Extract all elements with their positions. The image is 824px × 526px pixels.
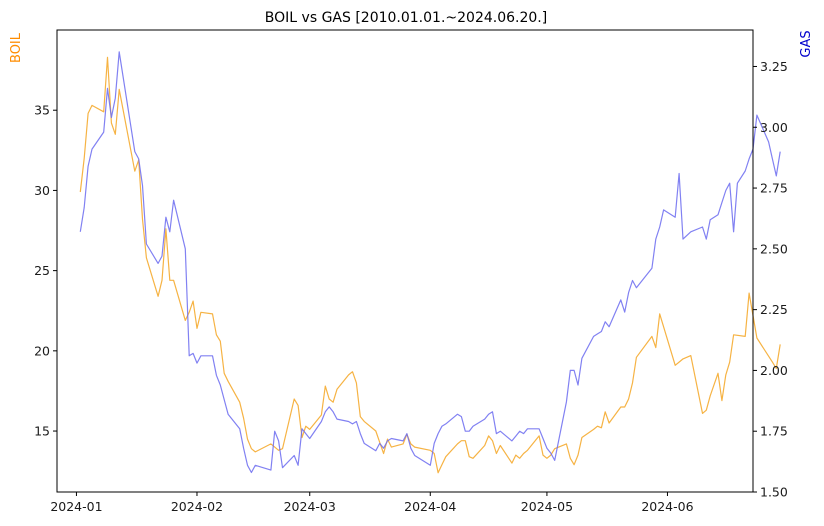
x-tick-label: 2024-02 xyxy=(171,499,223,514)
plot-frame xyxy=(56,29,754,493)
right-y-tick-label: 1.75 xyxy=(760,424,788,439)
axes-layer: 2024-01 2024-02 2024-03 2024-04 2024-05 2024-… xyxy=(34,59,788,514)
series-layer xyxy=(79,51,781,474)
x-tick-label: 2024-04 xyxy=(404,499,456,514)
left-y-tick-label: 25 xyxy=(34,263,50,278)
series-line-boil xyxy=(79,56,781,474)
right-y-tick-label: 2.50 xyxy=(760,241,788,256)
left-y-tick-label: 35 xyxy=(34,103,50,118)
right-y-tick-label: 2.75 xyxy=(760,181,788,196)
right-axis-label: GAS xyxy=(799,30,814,57)
right-y-tick-label: 3.25 xyxy=(760,59,788,74)
right-y-tick-label: 1.50 xyxy=(760,485,788,500)
left-y-tick-label: 20 xyxy=(34,343,50,358)
left-axis-label: BOIL xyxy=(9,32,24,63)
x-tick-label: 2024-03 xyxy=(284,499,336,514)
x-tick-label: 2024-06 xyxy=(641,499,693,514)
x-tick-label: 2024-01 xyxy=(50,499,102,514)
right-y-tick-label: 2.25 xyxy=(760,302,788,317)
x-tick-label: 2024-05 xyxy=(521,499,573,514)
right-y-tick-label: 2.00 xyxy=(760,363,788,378)
left-y-tick-label: 15 xyxy=(34,424,50,439)
chart-title: BOIL vs GAS [2010.01.01.~2024.06.20.] xyxy=(265,10,547,26)
right-y-tick-label: 3.00 xyxy=(760,120,788,135)
left-y-tick-label: 30 xyxy=(34,183,50,198)
series-line-gas xyxy=(79,51,781,474)
